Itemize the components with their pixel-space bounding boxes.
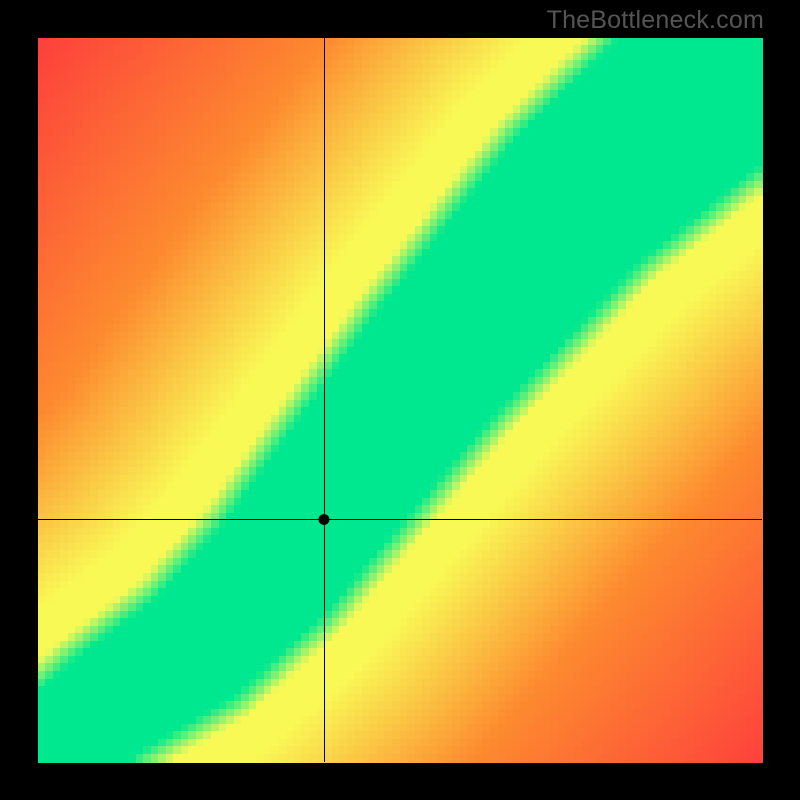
bottleneck-heatmap bbox=[0, 0, 800, 800]
chart-container: { "watermark": { "text": "TheBottleneck.… bbox=[0, 0, 800, 800]
watermark-text: TheBottleneck.com bbox=[547, 6, 764, 35]
